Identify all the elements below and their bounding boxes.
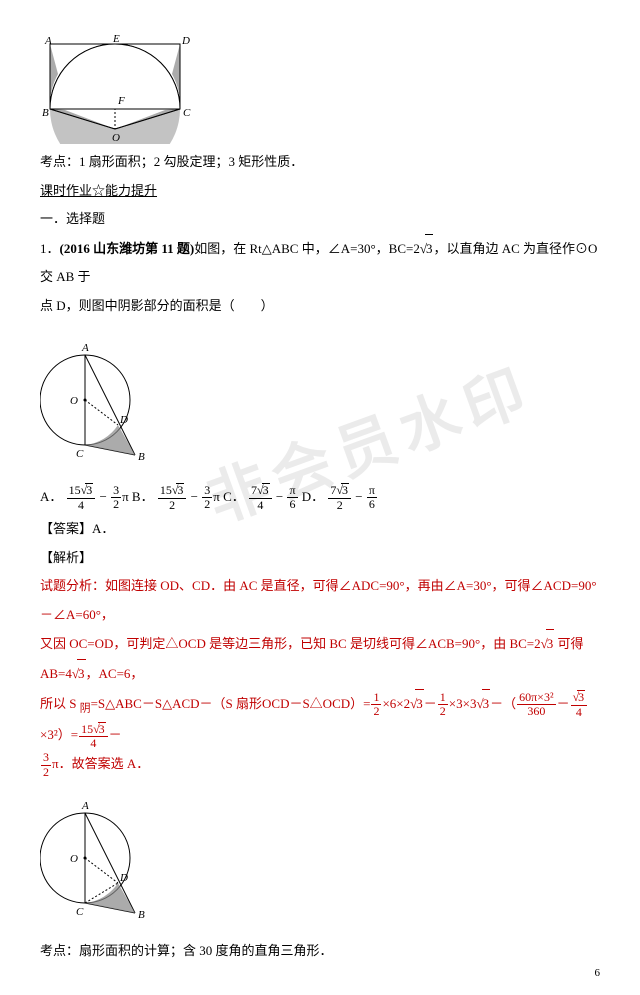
question-1: 1．(2016 山东潍坊第 11 题)如图，在 Rt△ABC 中，∠A=30°，… [40,234,600,292]
test-points-text: 1 扇形面积；2 勾股定理；3 矩形性质． [79,154,303,169]
test-points-2-text: 扇形面积的计算；含 30 度角的直角三角形． [79,943,333,958]
analysis-2: 又因 OC=OD，可判定△OCD 是等边三角形，已知 BC 是切线可得∠ACB=… [40,629,600,688]
svg-text:D: D [119,414,128,426]
q1-prefix: 1． [40,241,60,256]
diagram-circle-triangle-2: A O D C B [40,783,600,933]
svg-text:A: A [81,800,89,812]
analysis-label: 【解析】 [40,544,600,573]
svg-text:E: E [112,34,120,45]
answer-line: 【答案】A． [40,515,600,544]
analysis-4: 32π．故答案选 A． [40,750,600,779]
svg-text:A: A [81,342,89,354]
svg-text:A: A [44,35,52,47]
section-part: 一．选择题 [40,205,600,234]
test-points-2-label: 考点： [40,943,79,958]
diagram-circle-triangle-1: A O D C B [40,325,600,475]
q1-text1: 如图，在 Rt△ABC 中，∠A=30°，BC=2 [194,241,420,256]
svg-text:B: B [42,107,49,119]
answer-label: 【答案】 [40,521,92,536]
svg-text:D: D [181,35,190,47]
svg-text:C: C [76,906,84,918]
test-points-2: 考点：扇形面积的计算；含 30 度角的直角三角形． [40,937,600,966]
svg-text:B: B [138,451,145,463]
svg-text:B: B [138,909,145,921]
option-b-label: B． [132,489,154,504]
answer-value: A． [92,521,114,536]
svg-text:C: C [183,107,191,119]
svg-text:F: F [117,95,125,107]
page-number: 6 [595,961,601,985]
svg-text:C: C [76,448,84,460]
test-points-label: 考点： [40,154,79,169]
section-title: 课时作业☆能力提升 [40,183,157,198]
option-a-label: A． [40,489,62,504]
svg-text:D: D [119,872,128,884]
option-d-label: D． [302,489,324,504]
diagram-rectangle-semicircle: A E D B F C O [40,34,600,144]
q1-text3: 点 D，则图中阴影部分的面积是（ ） [40,292,600,321]
option-c-label: C． [223,489,245,504]
analysis-1: 试题分析：如图连接 OD、CD．由 AC 是直径，可得∠ADC=90°，再由∠A… [40,572,600,629]
test-points-line: 考点：1 扇形面积；2 勾股定理；3 矩形性质． [40,148,600,177]
options-row: A． 15√34 − 32π B． 15√32 − 32π C． 7√34 − … [40,479,600,515]
svg-text:O: O [112,132,120,144]
svg-text:O: O [70,853,78,865]
svg-text:O: O [70,395,78,407]
analysis-3: 所以 S 阴=S△ABC－S△ACD－（S 扇形OCD－S△OCD）=12×6×… [40,689,600,751]
q1-source: (2016 山东潍坊第 11 题) [60,241,195,256]
